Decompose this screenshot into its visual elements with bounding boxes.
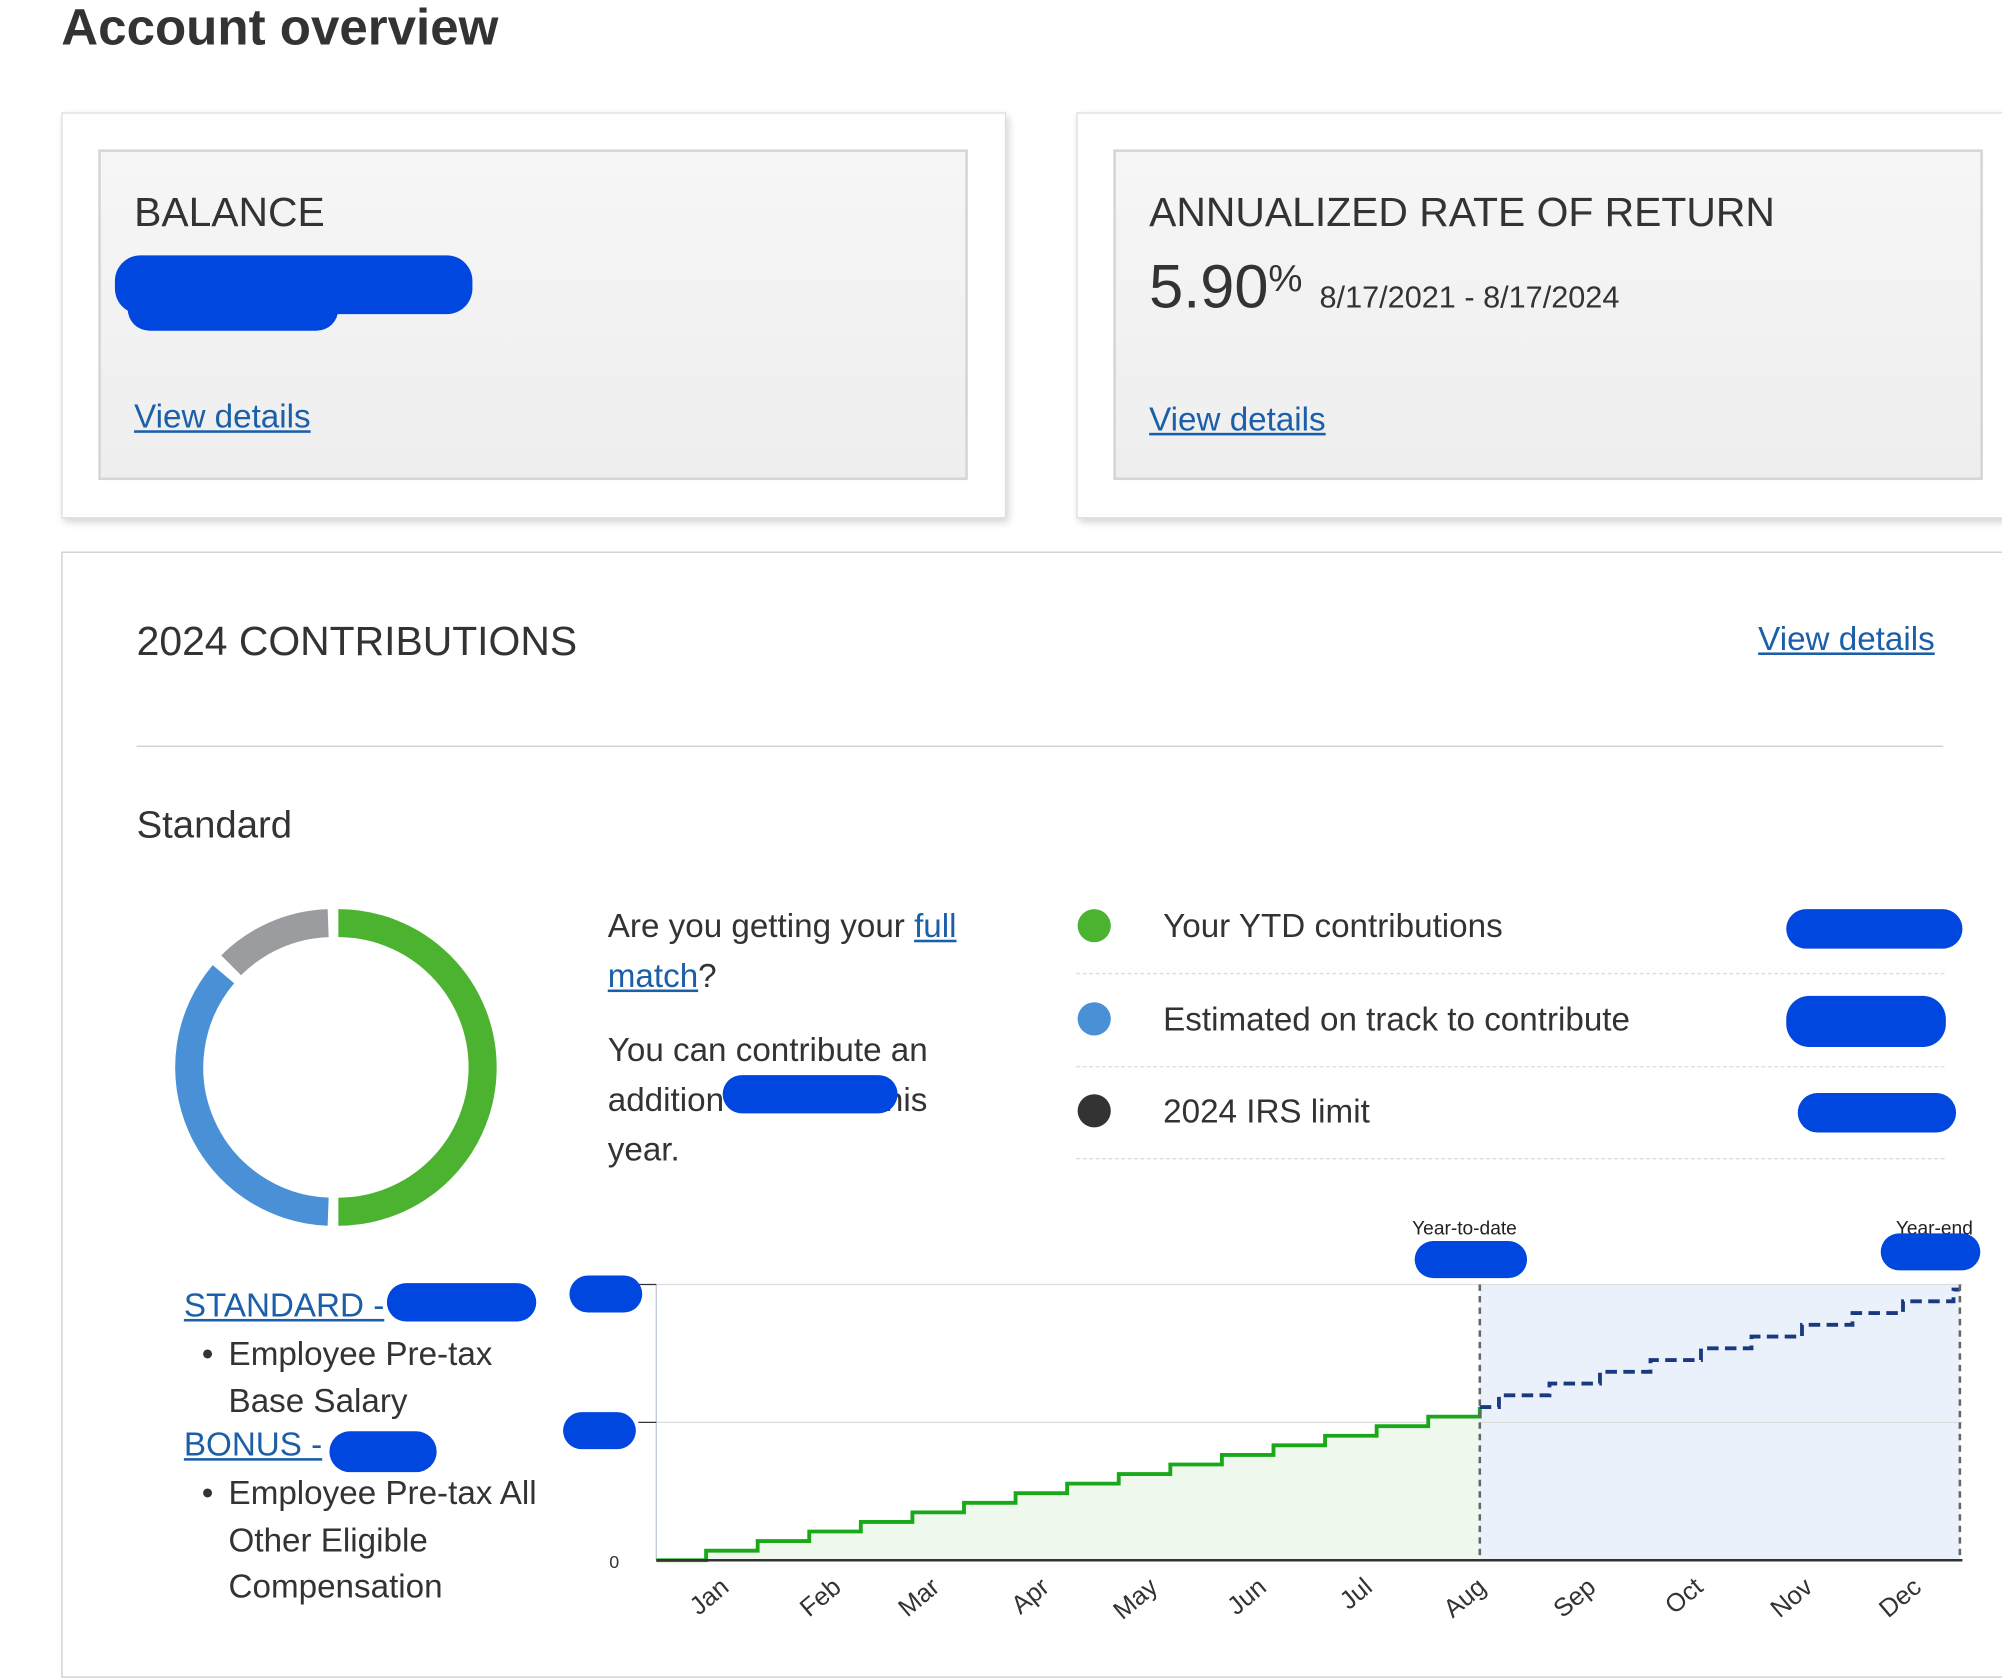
source-item: Compensation	[228, 1566, 443, 1605]
text: year.	[607, 1129, 680, 1169]
x-tick-label: Jun	[1222, 1573, 1272, 1621]
text: Are you getting your	[607, 906, 915, 945]
source-item: Other Eligible	[228, 1520, 428, 1559]
source-item: Base Salary	[228, 1380, 408, 1420]
redaction	[1786, 909, 1963, 949]
x-tick-label: Mar	[893, 1572, 945, 1622]
rate-value: 5.90	[1149, 254, 1269, 322]
donut-remaining	[221, 909, 329, 976]
x-tick-label: Feb	[795, 1573, 847, 1623]
full-match-link[interactable]: full	[914, 906, 957, 945]
rate-period: 8/17/2021 - 8/17/2024	[1319, 280, 1620, 316]
redaction	[1880, 1233, 1981, 1271]
legend-dot	[1077, 1002, 1111, 1036]
marker-label: Year-to-date	[1412, 1219, 1517, 1240]
y-tick-label: 0	[609, 1552, 619, 1572]
text: addition	[607, 1080, 725, 1119]
text: ?	[698, 956, 717, 995]
redaction	[722, 1075, 898, 1114]
source-item: Employee Pre-tax All	[228, 1473, 537, 1512]
legend-label: 2024 IRS limit	[1163, 1091, 1370, 1130]
redaction	[1797, 1092, 1957, 1133]
x-tick-label: Jul	[1335, 1573, 1378, 1615]
view-details-link[interactable]: View details	[1758, 619, 1935, 658]
divider	[136, 745, 1944, 747]
x-tick-label: May	[1108, 1573, 1163, 1626]
x-tick-label: Nov	[1765, 1573, 1818, 1624]
full-match-link[interactable]: match	[607, 956, 699, 995]
x-tick-label: Dec	[1874, 1573, 1927, 1624]
legend-dot	[1077, 909, 1111, 943]
separator	[1076, 1158, 1945, 1160]
card-title: ANNUALIZED RATE OF RETURN	[1149, 188, 1775, 235]
redaction	[563, 1412, 636, 1450]
return-panel	[1113, 149, 1983, 481]
source-item: Employee Pre-tax	[228, 1334, 493, 1373]
match-question: Are you getting your full match?	[608, 901, 957, 1001]
x-tick-label: Aug	[1439, 1573, 1492, 1624]
view-details-link[interactable]: View details	[1149, 399, 1326, 438]
source-link[interactable]: BONUS -	[183, 1424, 323, 1464]
page-title: Account overview	[61, 0, 499, 57]
redaction	[1786, 995, 1946, 1047]
redaction	[329, 1431, 437, 1473]
ytd-line	[656, 1407, 1482, 1563]
donut-ytd	[338, 909, 497, 1226]
legend-label: Estimated on track to contribute	[1163, 999, 1630, 1039]
separator	[1076, 972, 1945, 975]
redaction	[386, 1283, 537, 1322]
rate: 5.90% 8/17/2021 - 8/17/2024	[1149, 253, 1619, 323]
text: You can contribute an	[607, 1030, 928, 1069]
bullet: •	[201, 1473, 214, 1512]
projected-line	[1479, 1287, 1960, 1409]
section-title: 2024 CONTRIBUTIONS	[136, 617, 578, 664]
x-tick-label: Jan	[685, 1573, 735, 1621]
redaction	[127, 287, 339, 331]
source-link[interactable]: STANDARD -	[183, 1285, 385, 1325]
redaction	[569, 1275, 643, 1313]
legend-dot	[1077, 1094, 1111, 1128]
x-tick-label: Sep	[1548, 1573, 1601, 1624]
card-title: BALANCE	[134, 188, 325, 235]
view-details-link[interactable]: View details	[134, 397, 311, 436]
bullet: •	[201, 1334, 214, 1373]
legend-label: Your YTD contributions	[1163, 906, 1503, 945]
separator	[1076, 1066, 1945, 1068]
subtitle: Standard	[136, 804, 293, 847]
x-tick-label: Oct	[1660, 1573, 1708, 1620]
rate-unit: %	[1268, 257, 1303, 301]
donut	[175, 909, 497, 1226]
x-tick-label: Apr	[1006, 1572, 1055, 1619]
redaction	[1414, 1241, 1528, 1279]
donut-estimated	[175, 965, 329, 1226]
